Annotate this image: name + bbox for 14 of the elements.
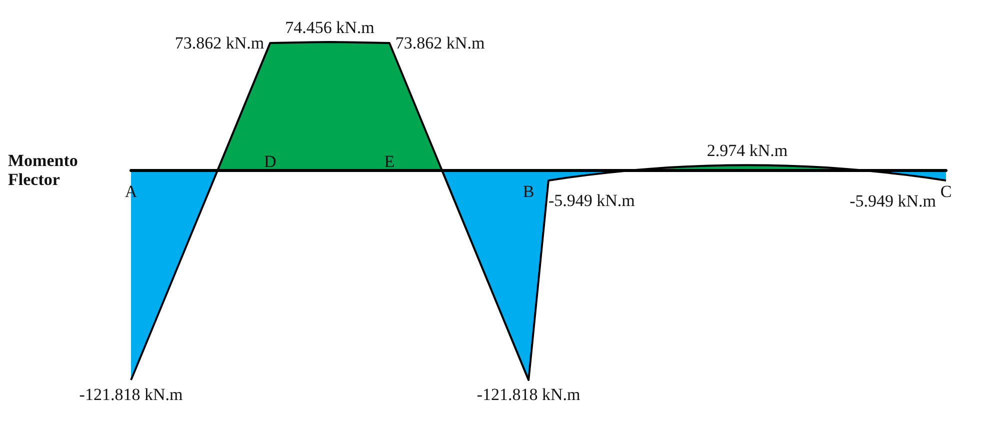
x-tick-label: D — [264, 152, 276, 172]
data-label: 73.862 kN.m — [395, 34, 485, 53]
x-tick-label: A — [124, 182, 138, 202]
data-label: -5.949 kN.m — [850, 191, 936, 210]
data-label: 73.862 kN.m — [174, 34, 264, 53]
x-tick-label: B — [522, 182, 534, 202]
data-label: 74.456 kN.m — [285, 18, 374, 37]
data-label: -121.818 kN.m — [476, 385, 580, 404]
data-label: 2.974 kN.m — [706, 141, 788, 160]
y-axis-title: Momento Flector — [8, 151, 82, 190]
data-label: -5.949 kN.m — [548, 190, 635, 210]
x-tick-label: C — [940, 182, 952, 202]
x-tick-label: E — [384, 152, 395, 172]
data-label: -121.818 kN.m — [79, 385, 183, 404]
